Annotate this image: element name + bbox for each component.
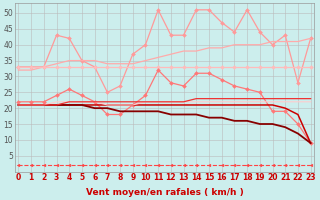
- X-axis label: Vent moyen/en rafales ( km/h ): Vent moyen/en rafales ( km/h ): [86, 188, 244, 197]
